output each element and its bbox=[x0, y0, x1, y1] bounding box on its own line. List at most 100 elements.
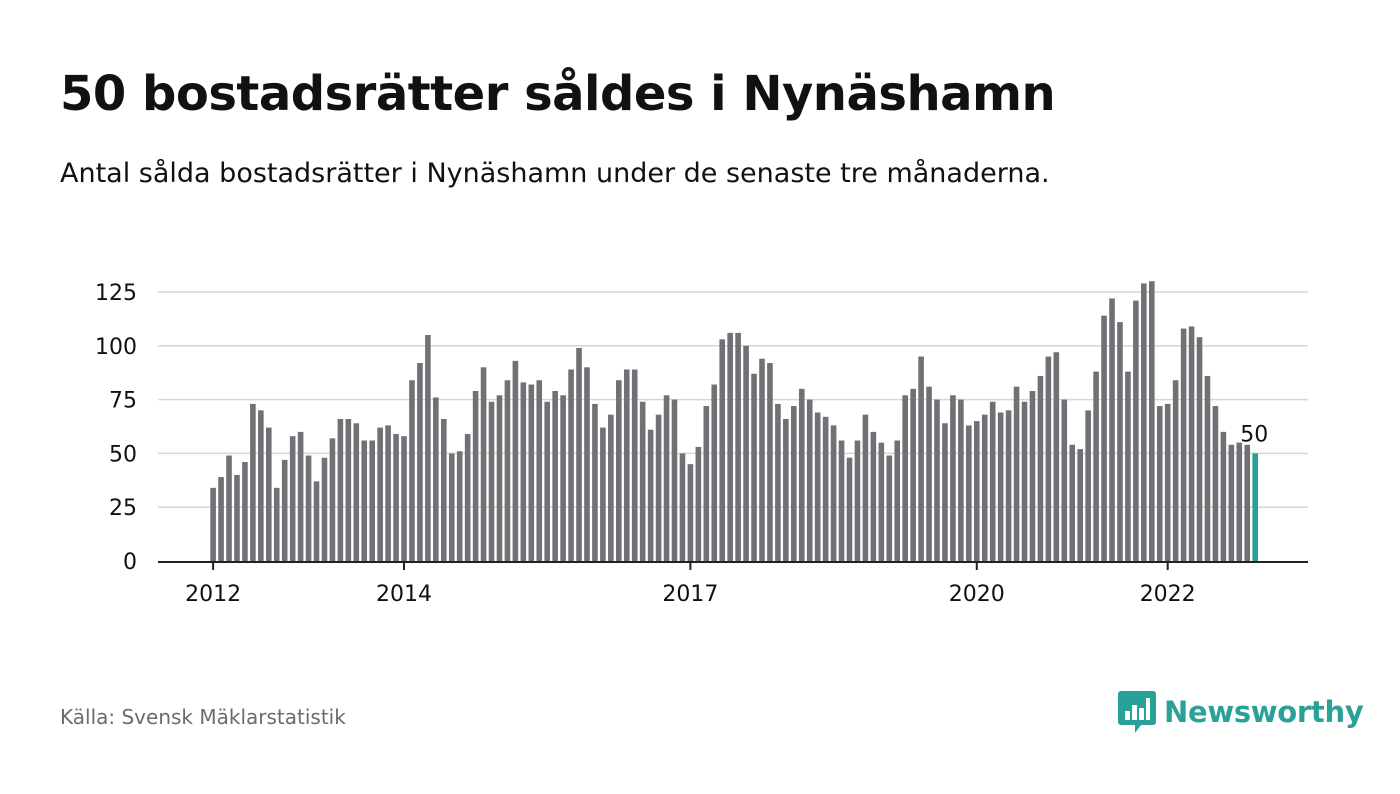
bar bbox=[440, 418, 447, 561]
bar bbox=[1061, 399, 1068, 561]
bar bbox=[775, 403, 781, 561]
bar bbox=[870, 431, 877, 561]
bar bbox=[313, 481, 320, 561]
bar bbox=[631, 369, 638, 561]
bar bbox=[679, 453, 686, 561]
bar bbox=[703, 406, 710, 561]
bar bbox=[1236, 442, 1243, 561]
bar bbox=[663, 395, 670, 561]
bar bbox=[1228, 444, 1235, 561]
bar bbox=[512, 360, 519, 561]
bar bbox=[791, 406, 797, 561]
bar bbox=[592, 403, 598, 561]
bar bbox=[1172, 380, 1179, 561]
bar bbox=[759, 358, 765, 561]
bar bbox=[1141, 283, 1147, 561]
bar bbox=[1109, 298, 1115, 561]
y-tick-label: 125 bbox=[95, 281, 137, 306]
y-axis-labels: 0 25 50 75 100 125 bbox=[95, 281, 137, 575]
bar bbox=[958, 399, 964, 561]
bar bbox=[735, 332, 741, 561]
bar bbox=[361, 440, 368, 561]
bar bbox=[369, 440, 375, 561]
bar bbox=[846, 457, 853, 561]
bar bbox=[464, 434, 471, 561]
bar bbox=[393, 434, 399, 561]
bar bbox=[329, 438, 336, 561]
bar bbox=[806, 399, 813, 561]
highlight-value-label: 50 bbox=[1240, 422, 1268, 447]
bar bbox=[337, 418, 344, 561]
bar bbox=[886, 455, 893, 561]
bar bbox=[1037, 375, 1044, 561]
bar bbox=[250, 403, 256, 561]
bar bbox=[528, 384, 535, 561]
bar bbox=[1204, 375, 1211, 561]
bar bbox=[727, 332, 733, 561]
bar bbox=[973, 421, 980, 561]
x-tick-label: 2022 bbox=[1140, 582, 1196, 607]
chart-subtitle: Antal sålda bostadsrätter i Nynäshamn un… bbox=[60, 158, 1050, 189]
bar bbox=[600, 427, 606, 561]
bar bbox=[353, 423, 360, 561]
bar bbox=[504, 380, 511, 561]
bar bbox=[456, 451, 463, 561]
source-credit: Källa: Svensk Mäklarstatistik bbox=[60, 705, 346, 729]
bar bbox=[1148, 281, 1155, 561]
bar bbox=[1021, 401, 1028, 561]
x-tick-label: 2020 bbox=[949, 582, 1005, 607]
bar bbox=[520, 382, 527, 561]
bar bbox=[671, 399, 678, 561]
bar bbox=[305, 455, 312, 561]
bar bbox=[584, 367, 590, 561]
bar-chart-speech-bubble-icon bbox=[1118, 691, 1156, 733]
bar bbox=[385, 425, 391, 561]
bar bbox=[488, 401, 495, 561]
y-tick-label: 50 bbox=[109, 442, 137, 467]
bar bbox=[966, 425, 972, 561]
bar bbox=[552, 390, 558, 561]
bar bbox=[1133, 300, 1139, 561]
brand-logo[interactable]: Newsworthy bbox=[1118, 690, 1364, 734]
bar bbox=[409, 380, 415, 561]
y-tick-label: 75 bbox=[109, 389, 137, 414]
bar bbox=[1005, 410, 1012, 561]
bar bbox=[1085, 410, 1091, 561]
x-tick-label: 2017 bbox=[662, 582, 718, 607]
bar bbox=[1164, 403, 1171, 561]
x-tick-label: 2014 bbox=[376, 582, 432, 607]
bar bbox=[822, 416, 829, 561]
bar bbox=[1196, 337, 1203, 561]
bar bbox=[623, 369, 630, 561]
bar bbox=[210, 487, 216, 561]
bar bbox=[934, 399, 940, 561]
bar bbox=[377, 427, 383, 561]
bar bbox=[942, 423, 948, 561]
bar bbox=[433, 397, 439, 561]
bar bbox=[1220, 431, 1227, 561]
bar bbox=[289, 436, 296, 561]
bar bbox=[258, 410, 264, 561]
bar bbox=[297, 431, 304, 561]
bar bbox=[472, 390, 479, 561]
bar-chart: 0 25 50 75 100 125 2012 2014 2017 2020 2022 50 bbox=[95, 281, 1308, 607]
bar-highlight bbox=[1252, 453, 1259, 561]
chart-title: 50 bostadsrätter såldes i Nynäshamn bbox=[60, 66, 1056, 122]
bar bbox=[783, 418, 789, 561]
bar bbox=[950, 395, 956, 561]
bar bbox=[695, 446, 702, 561]
bar bbox=[902, 395, 908, 561]
bar bbox=[719, 339, 726, 561]
bar bbox=[926, 386, 932, 561]
bar bbox=[1188, 326, 1195, 561]
bar bbox=[544, 401, 551, 561]
bar bbox=[1013, 386, 1020, 561]
bar bbox=[576, 347, 582, 561]
bar bbox=[218, 477, 224, 561]
bar bbox=[894, 440, 901, 561]
bar bbox=[417, 363, 423, 561]
bar bbox=[1077, 449, 1083, 561]
bar bbox=[226, 455, 232, 561]
x-axis: 2012 2014 2017 2020 2022 bbox=[158, 561, 1308, 607]
bar bbox=[1125, 371, 1131, 561]
